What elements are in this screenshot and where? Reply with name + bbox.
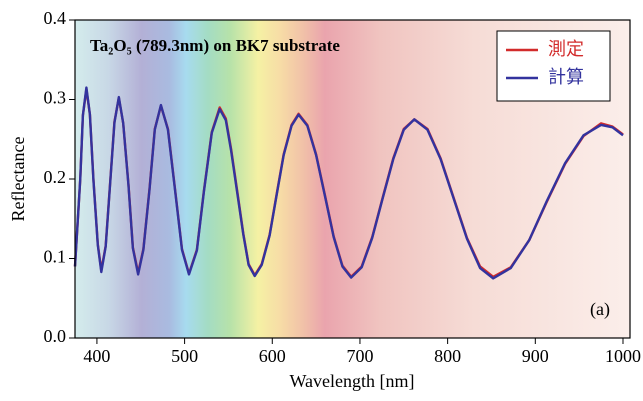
- x-tick-label: 600: [259, 346, 286, 366]
- series-line: [73, 86, 624, 280]
- annotation: (a): [590, 299, 610, 320]
- chart-title: Ta₂O₅ (789.3nm) on BK7 substrate: [90, 36, 340, 55]
- y-tick-label: 0.0: [44, 326, 67, 346]
- legend-box: [496, 30, 611, 102]
- legend-label: 測定: [548, 39, 584, 60]
- x-tick-label: 500: [171, 346, 198, 366]
- x-tick-label: 900: [522, 346, 549, 366]
- y-axis-label: Reflectance: [8, 137, 28, 222]
- y-tick-label: 0.4: [44, 8, 67, 28]
- x-tick-label: 700: [346, 346, 373, 366]
- x-tick-label: 1000: [605, 346, 641, 366]
- legend-label: 計算: [548, 67, 584, 88]
- y-tick-label: 0.1: [44, 247, 67, 267]
- y-tick-label: 0.3: [44, 88, 67, 108]
- x-tick-label: 400: [83, 346, 110, 366]
- x-tick-label: 800: [434, 346, 461, 366]
- y-tick-label: 0.2: [44, 167, 67, 187]
- x-axis-label: Wavelength [nm]: [289, 371, 414, 391]
